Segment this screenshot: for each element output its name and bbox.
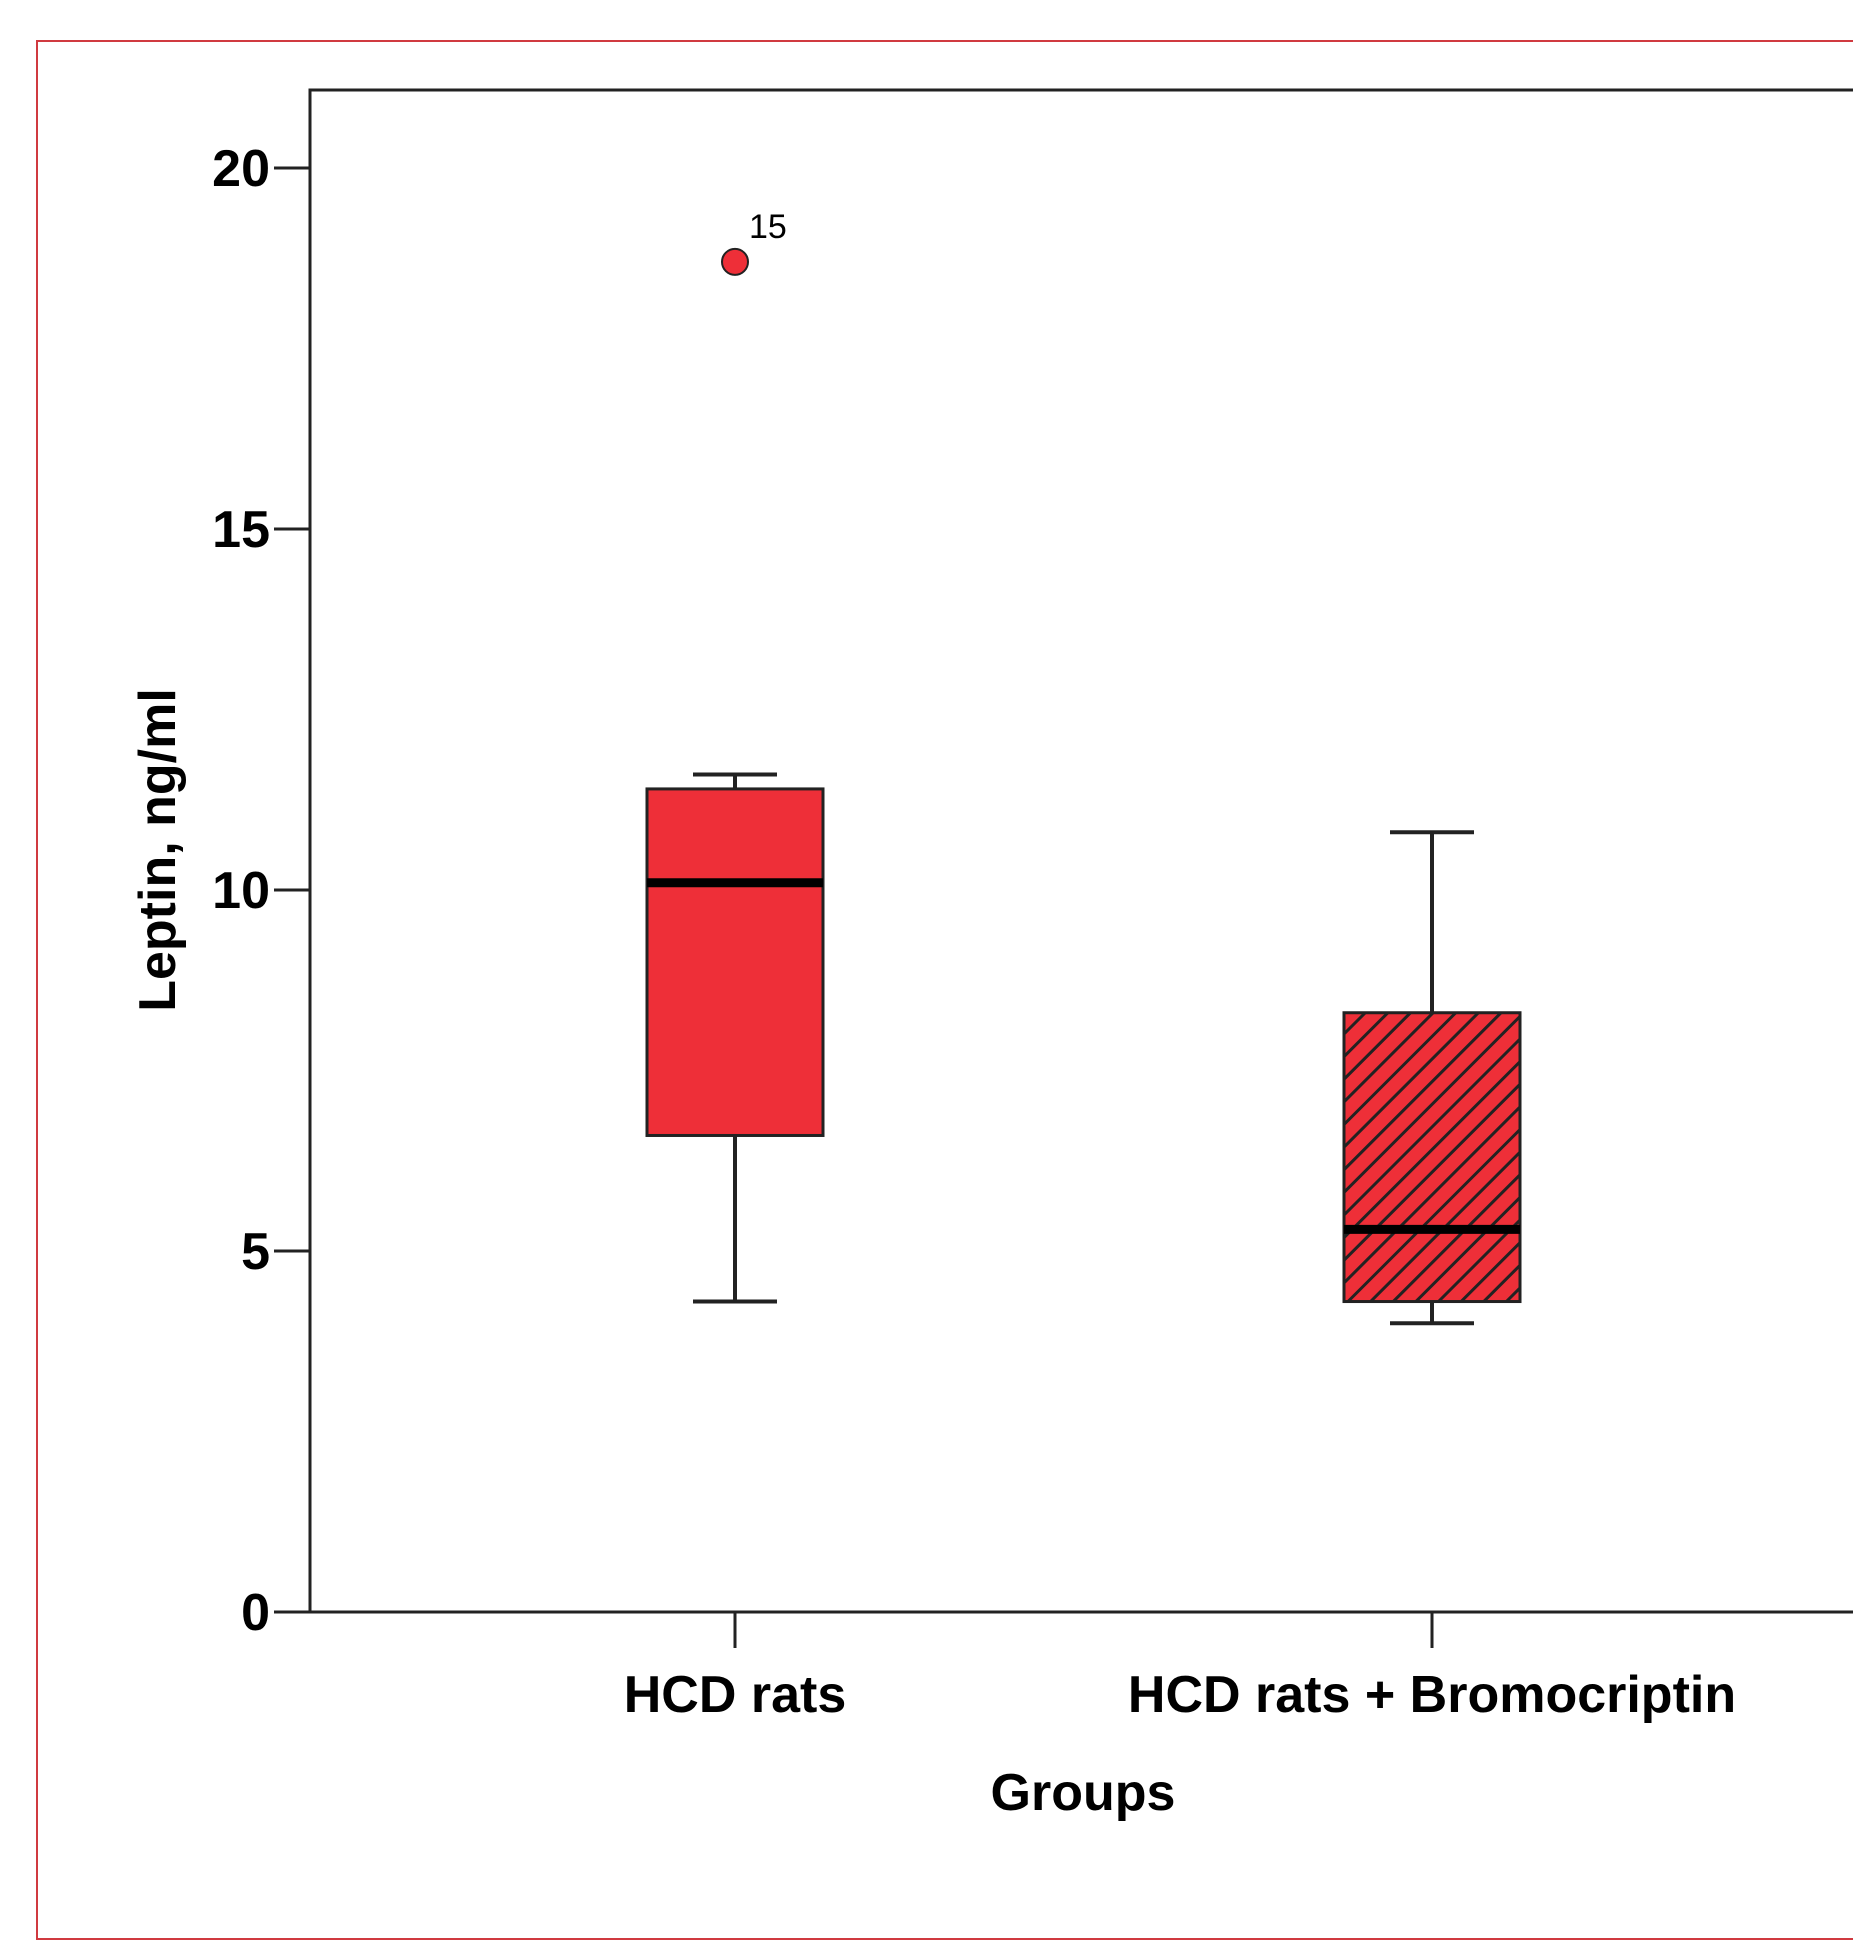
y-tick-label-0: 0 (241, 1584, 270, 1642)
x-tick-label-1: HCD rats (624, 1666, 847, 1724)
outlier-point (721, 247, 749, 276)
y-tick-label-5: 5 (241, 1223, 270, 1281)
x-axis-title: Groups (991, 1764, 1176, 1822)
plot-area (308, 88, 1853, 1614)
y-tick-label-10: 10 (212, 862, 270, 920)
box-1: 15 (645, 208, 825, 1304)
y-axis: 0 5 10 15 20 (212, 140, 310, 1642)
box-2 (1342, 830, 1522, 1326)
outlier-label: 15 (749, 208, 787, 246)
y-axis-title: Leptin, ng/ml (129, 688, 187, 1012)
x-tick-label-2: HCD rats + Bromocriptin (1128, 1666, 1736, 1724)
y-tick-label-20: 20 (212, 140, 270, 198)
box-series: 15 (645, 208, 1522, 1326)
x-axis: HCD rats HCD rats + Bromocriptin (624, 1612, 1736, 1724)
iqr-box (645, 787, 825, 1137)
iqr-box (1342, 1011, 1522, 1304)
y-tick-label-15: 15 (212, 501, 270, 559)
boxplot-chart: 0 5 10 15 20 HCD rats HCD rats + Bromocriptin… (129, 88, 1853, 1822)
